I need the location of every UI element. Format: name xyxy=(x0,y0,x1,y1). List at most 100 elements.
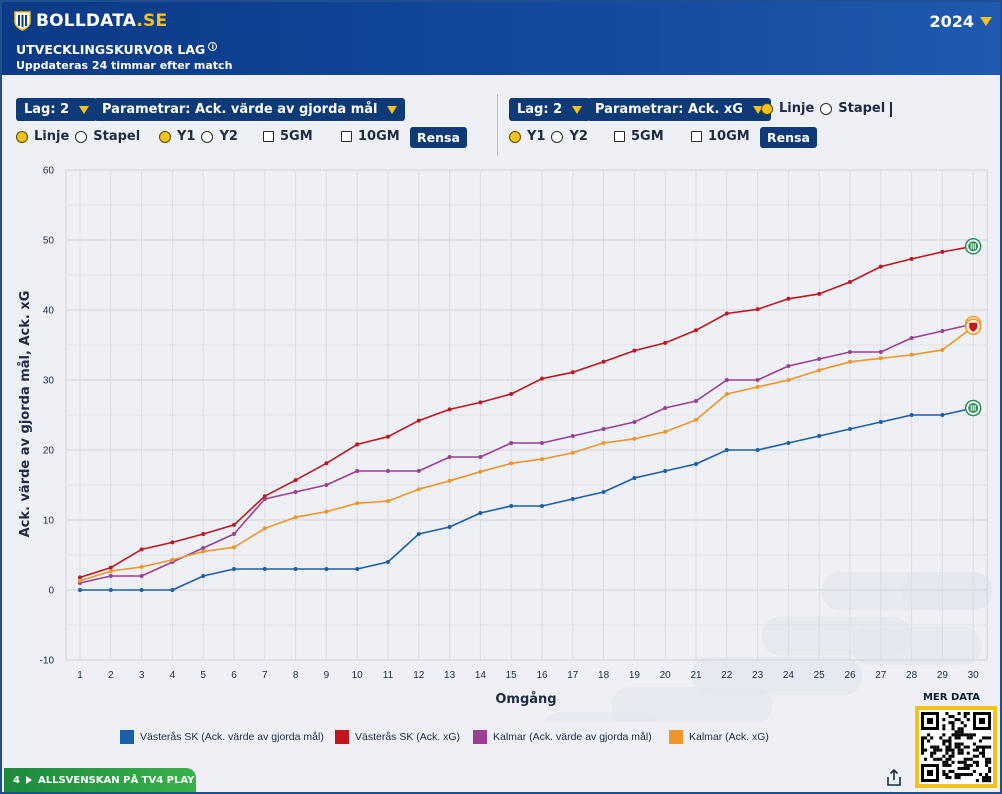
data-point[interactable] xyxy=(139,574,144,578)
data-point[interactable] xyxy=(540,457,544,462)
rensa-button-left[interactable]: Rensa xyxy=(410,127,467,148)
data-point[interactable] xyxy=(478,511,483,515)
data-point[interactable] xyxy=(786,364,791,368)
data-point[interactable] xyxy=(724,378,729,382)
radio-y1-left[interactable] xyxy=(159,130,171,143)
data-point[interactable] xyxy=(355,501,360,506)
data-point[interactable] xyxy=(570,450,575,455)
data-point[interactable] xyxy=(201,546,206,550)
data-point[interactable] xyxy=(601,359,606,364)
data-point[interactable] xyxy=(139,547,144,552)
data-point[interactable] xyxy=(724,448,729,452)
series-line[interactable] xyxy=(79,245,974,579)
checkbox-5gm-right[interactable] xyxy=(614,131,625,142)
logo[interactable]: BOLLDATA.SE xyxy=(14,11,167,31)
data-point[interactable] xyxy=(201,549,206,554)
parameter-dropdown-right[interactable]: Parametrar: Ack. xG xyxy=(587,98,771,121)
series-line[interactable] xyxy=(80,407,974,591)
parameter-dropdown-left[interactable]: Parametrar: Ack. värde av gjorda mål xyxy=(94,98,406,121)
rensa-button-right[interactable]: Rensa xyxy=(760,127,817,148)
data-point[interactable] xyxy=(848,280,852,284)
data-point[interactable] xyxy=(386,499,390,504)
data-point[interactable] xyxy=(324,483,329,487)
data-point[interactable] xyxy=(909,336,914,340)
team-count-dropdown-right[interactable]: Lag: 2 xyxy=(509,98,591,121)
data-point[interactable] xyxy=(786,378,791,382)
data-point[interactable] xyxy=(694,399,698,403)
data-point[interactable] xyxy=(416,418,421,423)
year-selector[interactable]: 2024 xyxy=(929,12,974,31)
data-point[interactable] xyxy=(786,441,791,445)
checkbox-10gm-right[interactable] xyxy=(691,131,702,142)
legend-item[interactable]: Västerås SK (Ack. xG) xyxy=(335,730,460,744)
data-point[interactable] xyxy=(632,348,637,353)
data-point[interactable] xyxy=(663,406,668,410)
data-point[interactable] xyxy=(324,461,329,466)
legend-item[interactable]: Kalmar (Ack. värde av gjorda mål) xyxy=(473,730,652,744)
data-point[interactable] xyxy=(817,291,822,296)
data-point[interactable] xyxy=(509,461,514,466)
data-point[interactable] xyxy=(724,392,729,396)
data-point[interactable] xyxy=(940,413,945,417)
data-point[interactable] xyxy=(108,574,113,578)
data-point[interactable] xyxy=(232,532,236,536)
data-point[interactable] xyxy=(355,442,360,447)
tv4-banner[interactable]: 4 ALLSVENSKAN PÅ TV4 PLAY xyxy=(4,768,196,792)
data-point[interactable] xyxy=(848,350,852,354)
data-point[interactable] xyxy=(108,588,113,592)
data-point[interactable] xyxy=(386,469,390,473)
data-point[interactable] xyxy=(324,509,329,514)
data-point[interactable] xyxy=(786,296,791,301)
data-point[interactable] xyxy=(78,575,82,580)
data-point[interactable] xyxy=(909,352,914,357)
data-point[interactable] xyxy=(416,532,421,536)
data-point[interactable] xyxy=(755,307,760,312)
data-point[interactable] xyxy=(601,427,606,431)
data-point[interactable] xyxy=(694,328,698,333)
data-point[interactable] xyxy=(170,540,175,545)
data-point[interactable] xyxy=(478,400,483,405)
data-point[interactable] xyxy=(940,347,945,352)
data-point[interactable] xyxy=(478,469,483,474)
data-point[interactable] xyxy=(447,455,452,459)
data-point[interactable] xyxy=(632,420,637,424)
radio-linje-left[interactable] xyxy=(16,130,28,143)
data-point[interactable] xyxy=(355,469,360,473)
radio-y1-right[interactable] xyxy=(509,130,521,143)
data-point[interactable] xyxy=(262,526,267,531)
data-point[interactable] xyxy=(293,478,298,483)
data-point[interactable] xyxy=(262,567,267,571)
data-point[interactable] xyxy=(139,588,144,592)
data-point[interactable] xyxy=(848,427,852,431)
data-point[interactable] xyxy=(540,376,544,381)
share-icon[interactable] xyxy=(886,769,902,787)
radio-stapel-left[interactable] xyxy=(75,130,88,143)
data-point[interactable] xyxy=(694,417,698,422)
data-point[interactable] xyxy=(170,588,175,592)
data-point[interactable] xyxy=(540,504,544,508)
series-line[interactable] xyxy=(79,326,974,582)
data-point[interactable] xyxy=(663,340,668,345)
data-point[interactable] xyxy=(540,441,544,445)
data-point[interactable] xyxy=(170,557,175,562)
data-point[interactable] xyxy=(232,567,236,571)
data-point[interactable] xyxy=(355,567,360,571)
radio-y2-left[interactable] xyxy=(201,130,214,143)
data-point[interactable] xyxy=(940,329,945,333)
data-point[interactable] xyxy=(386,560,390,564)
data-point[interactable] xyxy=(262,494,267,499)
legend-item[interactable]: Västerås SK (Ack. värde av gjorda mål) xyxy=(120,730,324,744)
data-point[interactable] xyxy=(201,574,206,578)
legend-item[interactable]: Kalmar (Ack. xG) xyxy=(669,730,769,744)
mer-data-label[interactable]: MER DATA xyxy=(922,692,980,703)
data-point[interactable] xyxy=(78,578,82,583)
data-point[interactable] xyxy=(232,522,236,527)
data-point[interactable] xyxy=(878,356,883,361)
data-point[interactable] xyxy=(601,441,606,445)
data-point[interactable] xyxy=(909,413,914,417)
data-point[interactable] xyxy=(262,497,267,501)
data-point[interactable] xyxy=(509,441,514,445)
data-point[interactable] xyxy=(447,407,452,412)
data-point[interactable] xyxy=(817,368,822,373)
team-count-dropdown-left[interactable]: Lag: 2 xyxy=(16,98,98,121)
